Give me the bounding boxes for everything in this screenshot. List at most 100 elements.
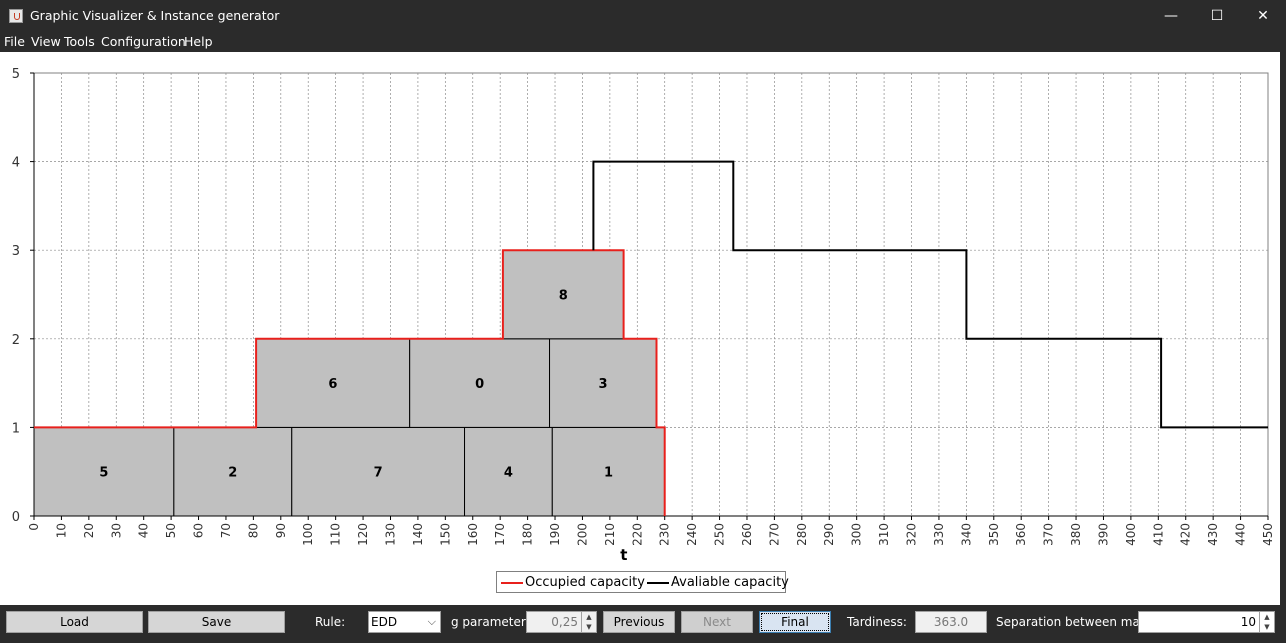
x-tick-label: 390 <box>1096 523 1110 546</box>
x-tick-label: 260 <box>740 523 754 546</box>
chart-panel: 0 1 2 3 4 5 0 10 20 30 40 50 60 70 80 90 100 110 120 130 140… <box>0 52 1286 605</box>
x-tick-label: 0 <box>27 523 41 531</box>
x-tick-label: 190 <box>548 523 562 546</box>
x-tick-label: 90 <box>274 523 288 538</box>
x-tick-label: 320 <box>905 523 919 546</box>
task-label: 1 <box>604 466 613 481</box>
x-tick-label: 50 <box>164 523 178 538</box>
x-tick-label: 450 <box>1261 523 1275 546</box>
x-tick-label: 80 <box>246 523 260 538</box>
x-tick-label: 210 <box>603 523 617 546</box>
x-tick-label: 340 <box>959 523 973 546</box>
rule-select-value: EDD <box>371 615 398 629</box>
control-bar: Load Save Rule: EDD ⌵ g parameter: 0,25 … <box>0 605 1286 643</box>
separation-spinner[interactable]: 10 ▲ ▼ <box>1138 611 1275 633</box>
g-parameter-value: 0,25 <box>551 615 578 629</box>
available-capacity-line <box>592 160 1268 429</box>
minimize-button[interactable]: — <box>1164 8 1178 24</box>
x-tick-label: 20 <box>82 523 96 538</box>
java-app-icon <box>9 9 23 23</box>
save-button[interactable]: Save <box>148 611 285 633</box>
close-button[interactable]: ✕ <box>1257 8 1269 24</box>
y-tick-label: 4 <box>12 156 20 171</box>
menu-help[interactable]: Help <box>184 34 213 49</box>
occupied-capacity-line <box>34 249 666 516</box>
x-tick-label: 220 <box>630 523 644 546</box>
previous-button[interactable]: Previous <box>603 611 675 633</box>
spinner-arrows-icon[interactable]: ▲ ▼ <box>1259 612 1274 632</box>
next-button[interactable]: Next <box>681 611 753 633</box>
x-tick-label: 140 <box>411 523 425 546</box>
y-tick-label: 3 <box>12 244 20 259</box>
task-label: 5 <box>99 466 108 481</box>
legend-occupied-swatch <box>501 582 523 584</box>
x-axis-label: t <box>620 546 627 564</box>
x-tick-label: 160 <box>466 523 480 546</box>
g-parameter-spinner[interactable]: 0,25 ▲ ▼ <box>526 611 597 633</box>
x-tick-label: 360 <box>1014 523 1028 546</box>
final-button[interactable]: Final <box>759 611 831 633</box>
tardiness-value: 363.0 <box>933 615 969 629</box>
task-label: 2 <box>228 466 237 481</box>
y-tick-label: 1 <box>12 421 20 436</box>
rule-select[interactable]: EDD ⌵ <box>368 611 441 633</box>
x-tick-label: 430 <box>1206 523 1220 546</box>
maximize-button[interactable]: ☐ <box>1210 8 1224 24</box>
y-tick-label: 5 <box>12 67 20 82</box>
task-label: 7 <box>374 466 383 481</box>
x-tick-label: 70 <box>219 523 233 538</box>
chevron-down-icon: ⌵ <box>427 615 436 628</box>
menu-tools[interactable]: Tools <box>64 34 95 49</box>
x-tick-label: 250 <box>713 523 727 546</box>
menu-file[interactable]: File <box>4 34 25 49</box>
x-tick-label: 440 <box>1234 523 1248 546</box>
x-tick-label: 130 <box>383 523 397 546</box>
tardiness-field: 363.0 <box>915 611 987 633</box>
menu-configuration[interactable]: Configuration <box>101 34 186 49</box>
x-tick-label: 310 <box>877 523 891 546</box>
x-tick-label: 10 <box>54 523 68 538</box>
x-tick-label: 110 <box>329 523 343 546</box>
x-tick-label: 240 <box>685 523 699 546</box>
x-tick-label: 350 <box>987 523 1001 546</box>
x-tick-label: 410 <box>1151 523 1165 546</box>
y-tick-label: 2 <box>12 333 20 348</box>
task-block <box>409 338 551 428</box>
task-block <box>551 426 666 517</box>
x-tick-label: 30 <box>109 523 123 538</box>
x-tick-label: 100 <box>301 523 315 546</box>
menu-view[interactable]: View <box>31 34 61 49</box>
g-parameter-label: g parameter: <box>451 615 530 629</box>
x-tick-label: 120 <box>356 523 370 546</box>
x-tick-label: 290 <box>822 523 836 546</box>
window-title: Graphic Visualizer & Instance generator <box>30 8 280 23</box>
spinner-arrows-icon[interactable]: ▲ ▼ <box>581 612 596 632</box>
separation-label: Separation between marks: <box>996 615 1162 629</box>
x-tick-label: 170 <box>493 523 507 546</box>
task-block <box>502 249 625 340</box>
x-tick-label: 200 <box>575 523 589 546</box>
task-label: 6 <box>328 377 337 392</box>
x-tick-label: 400 <box>1124 523 1138 546</box>
x-tick-label: 300 <box>850 523 864 546</box>
task-label: 4 <box>504 466 513 481</box>
x-tick-label: 40 <box>137 523 151 538</box>
tardiness-label: Tardiness: <box>847 615 907 629</box>
task-label: 0 <box>475 377 484 392</box>
x-tick-label: 280 <box>795 523 809 546</box>
x-tick-label: 380 <box>1069 523 1083 546</box>
title-bar: Graphic Visualizer & Instance generator … <box>0 0 1286 32</box>
rule-label: Rule: <box>315 615 346 629</box>
task-label: 8 <box>559 289 568 304</box>
x-tick-label: 60 <box>192 523 206 538</box>
x-tick-label: 150 <box>438 523 452 546</box>
separation-value: 10 <box>1240 615 1256 629</box>
legend-available-label: Avaliable capacity <box>671 575 789 590</box>
load-button[interactable]: Load <box>6 611 143 633</box>
x-tick-label: 420 <box>1179 523 1193 546</box>
x-tick-label: 180 <box>521 523 535 546</box>
x-tick-label: 270 <box>767 523 781 546</box>
task-block <box>173 426 293 517</box>
chart-legend: Occupied capacity Avaliable capacity <box>496 571 789 593</box>
